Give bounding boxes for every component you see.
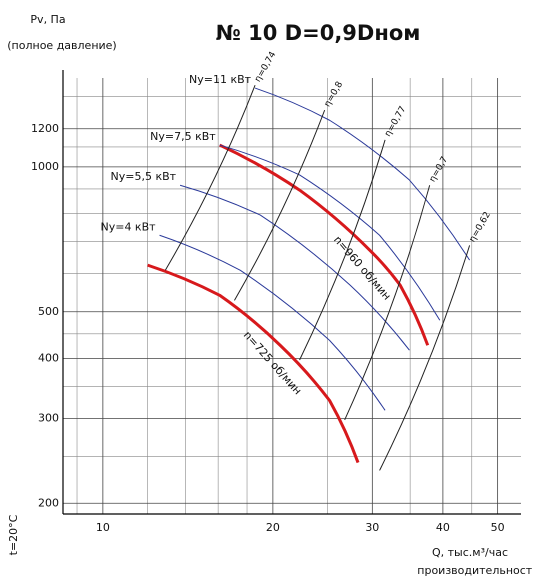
efficiency-line xyxy=(299,139,386,361)
efficiency-line xyxy=(164,85,256,271)
y-axis-title: Pv, Па xyxy=(30,13,65,26)
efficiency-line xyxy=(234,109,326,301)
x-tick-label: 30 xyxy=(365,521,379,534)
y-tick-label: 1200 xyxy=(31,122,59,135)
power-curve xyxy=(159,234,386,411)
y-tick-label: 300 xyxy=(38,412,59,425)
x-tick-label: 50 xyxy=(491,521,505,534)
y-tick-label: 500 xyxy=(38,305,59,318)
y-tick-label: 1000 xyxy=(31,160,59,173)
x-tick-label: 20 xyxy=(266,521,280,534)
efficiency-line xyxy=(379,245,471,471)
power-curve xyxy=(179,184,410,351)
power-curve xyxy=(254,87,471,261)
power-curve xyxy=(219,144,441,321)
power-label: Nу=7,5 кВт xyxy=(150,130,216,143)
x-tick-label: 40 xyxy=(436,521,450,534)
x-axis-note: производительность xyxy=(417,564,533,577)
y-tick-label: 400 xyxy=(38,351,59,364)
efficiency-line xyxy=(344,185,431,421)
x-tick-label: 10 xyxy=(96,521,110,534)
power-label: Nу=11 кВт xyxy=(189,73,252,86)
temperature-note: t=20°C xyxy=(7,514,20,555)
x-axis-title: Q, тыс.м³/час xyxy=(432,546,508,559)
y-tick-label: 200 xyxy=(38,496,59,509)
power-label: Nу=5,5 кВт xyxy=(111,170,177,183)
chart-title: № 10 D=0,9Dном xyxy=(216,21,421,45)
y-axis-note: (полное давление) xyxy=(7,39,116,52)
speed-curve xyxy=(219,143,430,346)
speed-curve xyxy=(147,263,360,464)
power-label: Nу=4 кВт xyxy=(100,220,156,233)
